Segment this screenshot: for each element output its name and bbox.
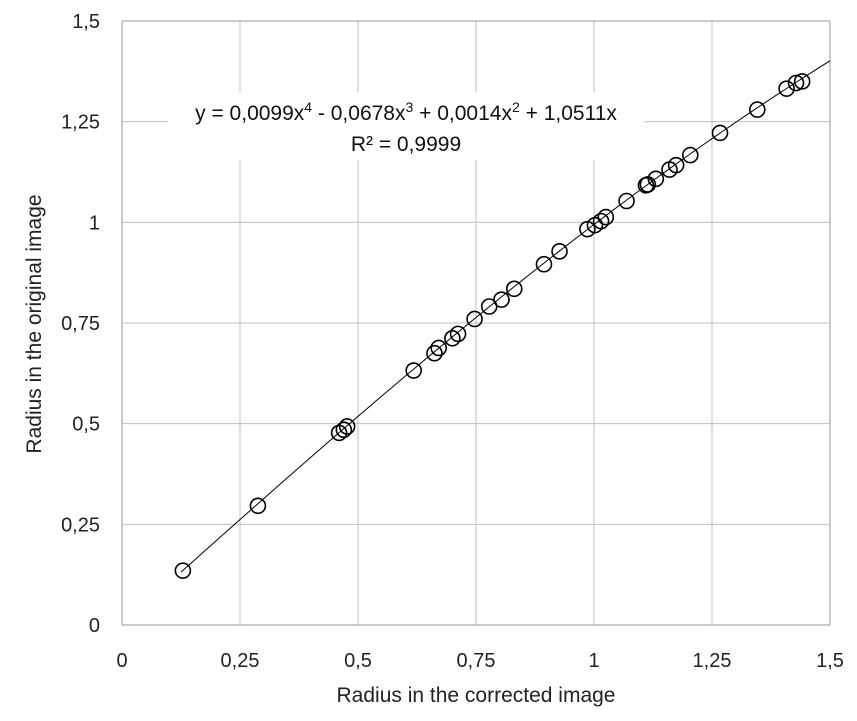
y-tick-label: 0,25 [61,514,100,536]
data-point [618,192,635,210]
data-point [535,255,553,273]
data-point [667,156,685,174]
data-point [335,421,353,439]
data-point [579,220,596,238]
y-tick-label: 0,75 [61,313,100,335]
data-point [597,208,615,226]
x-axis-title: Radius in the corrected image [337,684,616,707]
x-tick-label: 0,5 [344,650,372,672]
data-point [749,101,766,118]
tick-labels: 0 0,25 0,5 0,75 1 1,25 1,5 0 0,25 0,5 0,75 1 1,25 1,5 [61,11,844,672]
data-points [174,73,811,579]
data-point [466,310,483,328]
data-point [405,362,422,379]
y-tick-label: 0,5 [72,414,100,436]
x-tick-label: 0,75 [457,650,496,672]
y-tick-label: 0 [89,615,100,637]
x-tick-label: 0,25 [221,650,260,672]
r-squared-label: R² = 0,9999 [351,133,461,156]
x-tick-label: 1,5 [816,650,844,672]
data-point [647,170,665,188]
y-tick-label: 1 [89,212,100,234]
data-point [505,280,523,298]
data-point [449,325,467,343]
data-point [493,291,510,308]
y-tick-label: 1,5 [72,11,100,33]
data-point [592,212,610,230]
data-point [551,243,568,260]
equation-box [168,92,644,160]
data-point [430,339,448,357]
data-point [681,146,699,164]
x-tick-label: 1,25 [693,650,732,672]
y-tick-label: 1,25 [61,112,100,134]
trendline-equation: y = 0,0099x4 - 0,0678x3 + 0,0014x2 + 1,0… [195,99,617,125]
data-point [174,562,192,579]
data-point [793,73,811,90]
data-point [787,74,805,92]
data-point [480,298,498,315]
data-point [444,330,461,347]
x-tick-label: 1 [588,650,599,672]
data-point [426,344,443,362]
data-point [338,418,356,435]
data-point [711,124,729,142]
data-point [249,497,267,515]
data-point [778,80,795,97]
y-axis-title: Radius in the original image [23,194,46,453]
x-tick-label: 0 [116,650,127,672]
